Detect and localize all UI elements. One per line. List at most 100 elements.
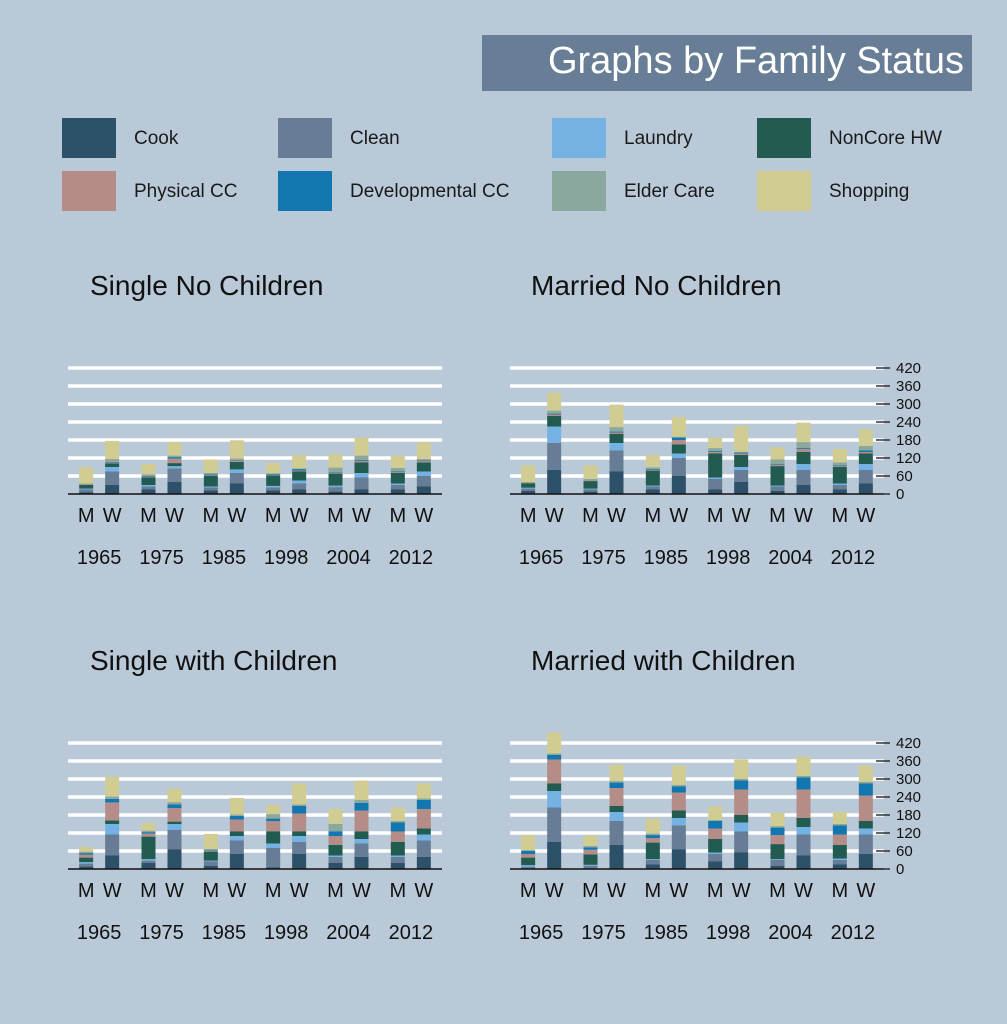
bar-segment-1975-M-physical-cc	[141, 833, 156, 837]
bar-label-W: W	[669, 880, 688, 902]
panel-title-married-with-children: Married with Children	[531, 645, 796, 676]
bar-segment-1975-M-elder-care	[583, 479, 598, 481]
category-label-1985: 1985	[202, 547, 247, 569]
bar-segment-2004-M-laundry	[770, 485, 785, 487]
bar-segment-2012-W-developmental-cc	[858, 450, 873, 452]
bar-segment-1998-W-shopping	[734, 426, 749, 452]
y-tick-label-420: 420	[896, 735, 921, 752]
bar-segment-1998-M-laundry	[266, 843, 281, 848]
y-tick-label-360: 360	[896, 753, 921, 770]
bar-segment-2012-W-noncore-hw	[858, 821, 873, 829]
bar-segment-2004-W-physical-cc	[354, 810, 369, 832]
bar-segment-1998-M-noncore-hw	[266, 475, 281, 486]
bar-segment-2012-W-shopping	[858, 765, 873, 782]
bar-label-W: W	[352, 505, 371, 527]
bar-segment-1965-M-developmental-cc	[79, 853, 94, 855]
bar-segment-1965-M-shopping	[521, 465, 536, 482]
bar-segment-1985-W-noncore-hw	[671, 810, 686, 818]
bar-segment-1975-W-noncore-hw	[609, 806, 624, 812]
bar-segment-1975-M-developmental-cc	[141, 832, 156, 834]
bar-segment-1965-M-cook	[79, 866, 94, 869]
bar-label-W: W	[414, 880, 433, 902]
y-tick-label-0: 0	[896, 486, 904, 503]
bar-segment-1975-W-cook	[167, 849, 182, 869]
bar-segment-1975-W-physical-cc	[167, 458, 182, 464]
bar-label-W: W	[856, 880, 875, 902]
bar-segment-1998-M-shopping	[266, 462, 281, 474]
bar-segment-1975-W-clean	[167, 468, 182, 482]
bar-segment-1985-W-cook	[671, 476, 686, 494]
bar-segment-1975-M-shopping	[141, 464, 156, 475]
bar-segment-1965-W-laundry	[105, 467, 120, 472]
bar-segment-2004-M-noncore-hw	[770, 466, 785, 486]
bar-segment-1965-M-laundry	[521, 487, 536, 489]
bar-segment-2004-W-clean	[796, 834, 811, 856]
bar-segment-1975-W-physical-cc	[609, 788, 624, 806]
bar-label-M: M	[265, 880, 282, 902]
bar-segment-2012-M-laundry	[832, 483, 847, 485]
bar-segment-1985-W-developmental-cc	[671, 437, 686, 440]
bar-segment-1998-M-elder-care	[266, 473, 281, 474]
bar-segment-1985-M-elder-care	[645, 833, 660, 836]
bar-segment-2012-M-developmental-cc	[832, 825, 847, 835]
bar-segment-1965-W-physical-cc	[547, 759, 562, 784]
bar-segment-1965-M-cook	[521, 491, 536, 494]
bar-label-W: W	[545, 505, 564, 527]
bar-segment-1998-M-developmental-cc	[266, 818, 281, 821]
bar-segment-1975-W-cook	[609, 471, 624, 494]
bar-segment-2012-M-physical-cc	[390, 831, 405, 842]
category-label-1975: 1975	[581, 922, 626, 944]
bar-segment-1998-W-physical-cc	[292, 813, 307, 832]
bar-segment-1965-W-cook	[105, 485, 120, 494]
bar-segment-1985-W-noncore-hw	[229, 831, 244, 836]
bar-segment-1985-M-noncore-hw	[645, 842, 660, 860]
bar-segment-1965-W-laundry	[547, 791, 562, 808]
bar-segment-1998-M-cook	[708, 489, 723, 494]
bar-segment-1998-W-clean	[734, 470, 749, 482]
bar-segment-1975-M-shopping	[141, 823, 156, 831]
bar-segment-1998-W-laundry	[292, 836, 307, 842]
bar-segment-1985-M-cook	[203, 490, 218, 494]
bar-segment-1998-M-elder-care	[266, 814, 281, 819]
bar-segment-1965-W-noncore-hw	[105, 820, 120, 824]
bar-segment-1975-W-developmental-cc	[167, 457, 182, 459]
bar-segment-2012-W-elder-care	[858, 446, 873, 451]
bar-segment-1998-M-developmental-cc	[708, 451, 723, 452]
bar-segment-2004-W-cook	[796, 855, 811, 869]
bar-segment-2004-M-physical-cc	[328, 472, 343, 474]
bar-segment-1965-W-elder-care	[105, 458, 120, 462]
bar-segment-2004-M-elder-care	[770, 459, 785, 464]
bar-segment-1998-M-physical-cc	[708, 828, 723, 839]
bar-segment-1975-W-cook	[167, 482, 182, 494]
bar-segment-1998-W-noncore-hw	[292, 471, 307, 481]
bar-segment-1975-W-laundry	[167, 824, 182, 830]
bar-segment-1975-W-clean	[167, 830, 182, 850]
bar-label-W: W	[352, 880, 371, 902]
bar-label-W: W	[103, 505, 122, 527]
bar-segment-2012-W-noncore-hw	[416, 462, 431, 472]
bar-segment-1998-W-laundry	[734, 822, 749, 832]
bar-segment-2004-M-laundry	[770, 859, 785, 860]
bar-segment-1965-M-noncore-hw	[79, 485, 94, 489]
bar-label-M: M	[831, 505, 848, 527]
bar-segment-1965-M-developmental-cc	[521, 851, 536, 854]
bar-segment-2004-W-shopping	[796, 422, 811, 443]
bar-segment-2004-W-laundry	[354, 839, 369, 844]
bar-segment-1985-W-developmental-cc	[229, 459, 244, 461]
bar-label-M: M	[769, 880, 786, 902]
bar-segment-1965-M-shopping	[79, 467, 94, 484]
bar-segment-2004-W-laundry	[354, 473, 369, 478]
bar-segment-1965-M-laundry	[521, 865, 536, 867]
bar-segment-2004-M-noncore-hw	[328, 473, 343, 486]
bar-segment-1975-W-laundry	[609, 443, 624, 451]
bar-segment-1965-M-elder-care	[521, 850, 536, 851]
bar-segment-1975-W-physical-cc	[167, 808, 182, 822]
panel-title-single-with-children: Single with Children	[90, 645, 338, 676]
bar-segment-2012-W-noncore-hw	[416, 828, 431, 835]
bar-segment-2012-M-clean	[390, 485, 405, 490]
bar-segment-1975-W-developmental-cc	[609, 782, 624, 788]
bar-segment-1965-W-elder-care	[547, 753, 562, 755]
y-tick-label-120: 120	[896, 825, 921, 842]
bar-segment-1985-M-noncore-hw	[203, 851, 218, 861]
bar-segment-1998-M-shopping	[708, 806, 723, 821]
